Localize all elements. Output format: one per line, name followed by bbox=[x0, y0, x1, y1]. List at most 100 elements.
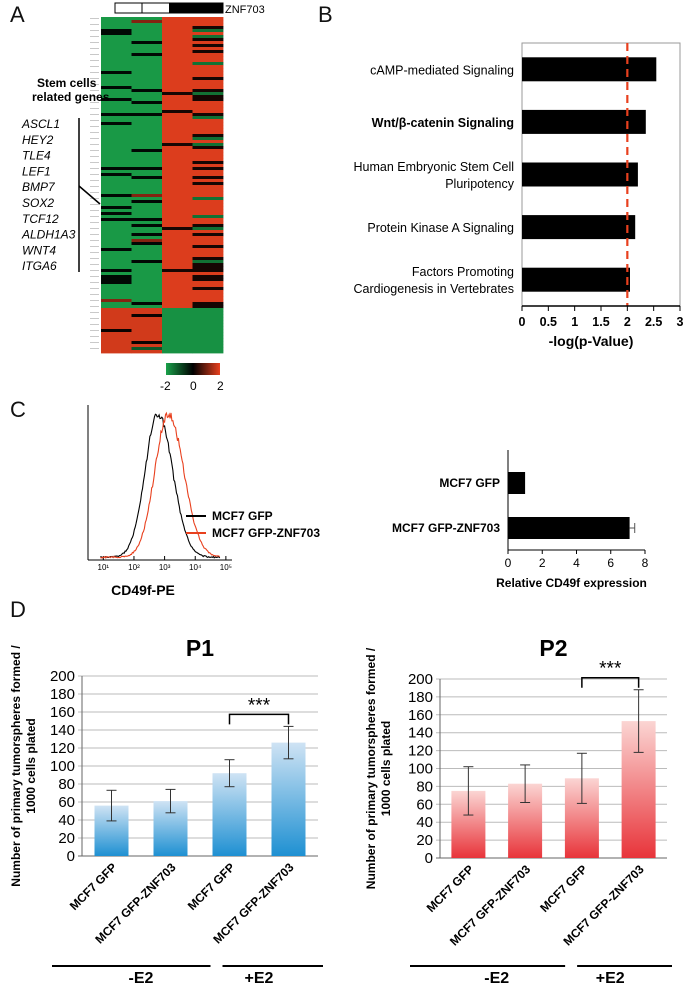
heatmap-cell bbox=[101, 299, 132, 303]
heatmap-cell bbox=[101, 20, 132, 24]
heatmap-cell bbox=[192, 38, 224, 42]
heatmap-cell bbox=[192, 50, 224, 54]
heatmap-cell bbox=[192, 167, 224, 171]
heatmap-cell bbox=[101, 263, 132, 267]
heatmap-cell bbox=[162, 290, 193, 294]
heatmap-cell bbox=[131, 185, 163, 189]
heatmap-cell bbox=[162, 239, 193, 243]
heatmap-cell bbox=[162, 236, 193, 240]
heatmap-cell bbox=[192, 251, 224, 255]
heatmap-cell bbox=[131, 272, 163, 276]
heatmap-cell bbox=[192, 311, 224, 315]
heatmap-cell bbox=[162, 275, 193, 279]
heatmap-cell bbox=[192, 149, 224, 153]
pathway-label: Pluripotency bbox=[445, 177, 515, 191]
heatmap-cell bbox=[101, 215, 132, 219]
heatmap-cell bbox=[101, 311, 132, 315]
pathway-label: Human Embryonic Stem Cell bbox=[354, 160, 514, 174]
heatmap-cell bbox=[101, 326, 132, 330]
heatmap-cell bbox=[192, 77, 224, 81]
heatmap-cell bbox=[101, 266, 132, 270]
heatmap-cell bbox=[162, 128, 193, 132]
y-tick-label: 100 bbox=[50, 758, 75, 775]
heatmap-cell bbox=[192, 125, 224, 129]
heatmap-cell bbox=[101, 308, 132, 312]
heatmap-cell bbox=[131, 278, 163, 282]
heatmap-cell bbox=[192, 248, 224, 252]
heatmap-cell bbox=[192, 191, 224, 195]
heatmap-cell bbox=[101, 26, 132, 30]
x-category-label: MCF7 GFP bbox=[424, 862, 477, 915]
significance-stars: *** bbox=[248, 695, 271, 716]
significance-stars: *** bbox=[599, 659, 622, 680]
heatmap-cell bbox=[101, 41, 132, 45]
heatmap-cell bbox=[131, 44, 163, 48]
heatmap-cell bbox=[101, 200, 132, 204]
heatmap-cell bbox=[162, 59, 193, 63]
x-tick-label: 0 bbox=[519, 315, 526, 329]
heatmap-cell bbox=[101, 317, 132, 321]
x-tick-label: 4 bbox=[573, 556, 580, 570]
heatmap-cell bbox=[192, 152, 224, 156]
group-label: +E2 bbox=[245, 970, 274, 985]
heatmap-cell bbox=[192, 188, 224, 192]
heatmap-cell bbox=[101, 242, 132, 246]
heatmap-cell bbox=[192, 206, 224, 210]
heatmap-cell bbox=[101, 80, 132, 84]
heatmap-cell bbox=[192, 212, 224, 216]
heatmap-cell bbox=[101, 68, 132, 72]
heatmap-cell bbox=[101, 227, 132, 231]
heatmap-cell bbox=[162, 182, 193, 186]
gene-label: LEF1 bbox=[22, 164, 51, 178]
heatmap-cell bbox=[131, 125, 163, 129]
heatmap-cell bbox=[101, 128, 132, 132]
heatmap-cell bbox=[192, 32, 224, 36]
heatmap-cell bbox=[162, 56, 193, 60]
heatmap-cell bbox=[192, 41, 224, 45]
heatmap-cell bbox=[101, 116, 132, 120]
heatmap-cell bbox=[101, 131, 132, 135]
heatmap-cell bbox=[131, 122, 163, 126]
heatmap-cell bbox=[131, 62, 163, 66]
color-scale-tick-low: -2 bbox=[160, 379, 171, 393]
x-category-label: MCF7 GFP bbox=[67, 860, 120, 913]
heatmap-cell bbox=[162, 140, 193, 144]
heatmap-cell bbox=[131, 26, 163, 30]
y-tick-label: 140 bbox=[50, 722, 75, 739]
heatmap-cell bbox=[131, 107, 163, 111]
heatmap-cell bbox=[101, 191, 132, 195]
y-tick-label: 40 bbox=[416, 814, 433, 831]
heatmap-side-title-2: related genes bbox=[32, 90, 110, 104]
heatmap-cell bbox=[101, 269, 132, 273]
heatmap-cell bbox=[162, 218, 193, 222]
x-tick-label: 10³ bbox=[159, 563, 171, 572]
heatmap-cell bbox=[192, 155, 224, 159]
heatmap-cell bbox=[192, 158, 224, 162]
heatmap-cell bbox=[162, 341, 193, 345]
heatmap-cell bbox=[131, 341, 163, 345]
heatmap-cell bbox=[192, 320, 224, 324]
heatmap-cell bbox=[192, 260, 224, 264]
heatmap-cell bbox=[192, 20, 224, 24]
gene-label: WNT4 bbox=[22, 243, 56, 257]
heatmap-cell bbox=[131, 104, 163, 108]
heatmap-cell bbox=[101, 347, 132, 351]
heatmap-cell bbox=[131, 347, 163, 351]
heatmap-cell bbox=[162, 281, 193, 285]
heatmap-cell bbox=[101, 59, 132, 63]
heatmap-cell bbox=[192, 347, 224, 351]
heatmap-cell bbox=[192, 254, 224, 258]
x-tick-label: 2 bbox=[624, 315, 631, 329]
heatmap-cell bbox=[101, 137, 132, 141]
expression-category-label: MCF7 GFP-ZNF703 bbox=[392, 521, 500, 535]
pathway-label: Factors Promoting bbox=[412, 265, 514, 279]
heatmap-cell bbox=[101, 158, 132, 162]
heatmap-cell bbox=[131, 221, 163, 225]
gene-label: ITGA6 bbox=[22, 259, 57, 273]
heatmap-cell bbox=[162, 230, 193, 234]
heatmap-cell bbox=[131, 38, 163, 42]
x-category-label: MCF7 GFP bbox=[537, 862, 590, 915]
x-tick-label: 10⁵ bbox=[220, 563, 232, 572]
heatmap-cell bbox=[101, 290, 132, 294]
heatmap-cell bbox=[192, 194, 224, 198]
